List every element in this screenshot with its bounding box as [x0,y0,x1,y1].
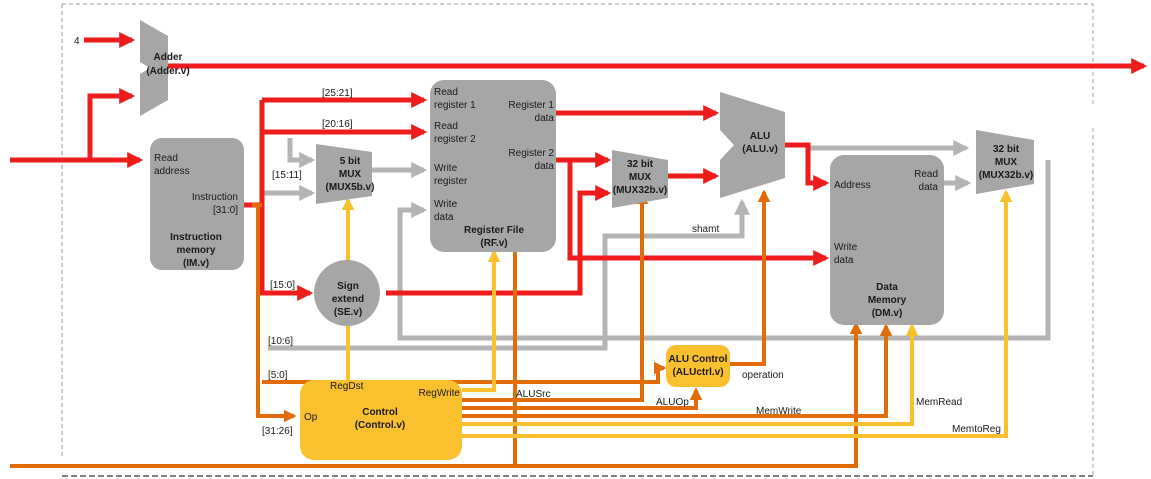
rf-reg2-data-label-2: data [535,161,555,172]
rf-title: Register File [464,225,524,236]
dm-read-data-label: Read [914,169,938,180]
wire-rt-to-mux5 [287,138,316,169]
mux32-alu-file: (MUX32b.v) [613,185,667,196]
wire-imm [259,205,314,302]
wire-memwrite [462,323,893,418]
alu-file: (ALU.v) [742,144,778,155]
wire-se-out [386,184,612,296]
bits-rd-label: [15:11] [272,170,302,181]
im-read-address-label: Read [154,153,178,164]
dm-file: (DM.v) [872,308,903,319]
rf-file: (RF.v) [480,238,507,249]
im-instruction-bits-label: [31:0] [213,205,238,216]
rf-reg1-data-label-2: data [535,113,555,124]
mux32-wb-title-2: MUX [995,157,1018,168]
rf-write-reg-label: Write [434,163,458,174]
signal-memtoreg-label: MemtoReg [952,424,1001,435]
adder-title: Adder [154,52,183,63]
wire-writeback-to-writedata [397,160,1051,341]
mux32-wb-block [976,130,1034,194]
control-block [300,380,462,460]
alu-control-block [666,345,730,387]
adder-file: (Adder.v) [146,66,189,77]
wire-alu-to-addr [785,142,830,192]
dm-write-data-label: Write [834,242,858,253]
signal-memread-label: MemRead [916,397,962,408]
control-regdst-label: RegDst [330,381,364,392]
alu-title: ALU [750,131,771,142]
dm-address-label: Address [834,180,871,191]
constant-four-label: 4 [74,36,80,47]
bits-shamt-label: [10:6] [268,336,293,347]
mux32-alu-title: 32 bit [627,159,654,170]
im-read-address-label-2: address [154,166,190,177]
mux5-title: 5 bit [340,156,361,167]
im-title-2: memory [177,245,216,256]
rf-write-data-label-2: data [434,212,454,223]
im-instruction-label: Instruction [192,192,238,203]
control-op-label: Op [304,412,318,423]
rf-reg1-data-label: Register 1 [508,100,554,111]
mux32-wb-title: 32 bit [993,144,1020,155]
signal-shamt-label: shamt [692,224,719,235]
im-title: Instruction [170,232,222,243]
register-file-block [430,80,556,252]
signal-alusrc-label: ALUSrc [516,389,550,400]
bits-funct-label: [5:0] [268,370,288,381]
control-file: (Control.v) [355,420,406,431]
wire-aluop [462,387,703,410]
sign-extend-block [314,260,380,326]
im-file: (IM.v) [183,258,209,269]
mux32-alu-title-2: MUX [629,172,652,183]
signal-aluop-label: ALUOp [656,397,689,408]
wire-instr-to-control [252,203,294,416]
adder-block [140,20,168,116]
wire-memtoreg [462,189,1013,438]
bits-rs-label: [25:21] [322,88,353,99]
rf-read-reg2-label: Read [434,121,458,132]
module-boundary [61,3,1094,477]
alu-control-title: ALU Control [669,354,728,365]
control-regwrite-label: RegWrite [419,388,461,399]
wire-operation [730,189,771,366]
alu-block [720,92,785,198]
bits-opcode-label: [31:26] [262,426,293,437]
signal-operation-label: operation [742,370,784,381]
dm-title-2: Memory [868,295,907,306]
wire-regwrite [462,249,501,392]
mux5-block [316,144,372,204]
instruction-memory-block [150,138,244,270]
mux32-wb-file: (MUX32b.v) [979,170,1033,181]
mux5-file: (MUX5b.v) [326,182,375,193]
se-title: Sign [337,281,359,292]
mux32-alu-block [612,150,668,208]
rf-write-data-label: Write [434,199,458,210]
wire-funct [262,361,667,384]
signal-memwrite-label: MemWrite [756,406,802,417]
se-file: (SE.v) [334,307,362,318]
dm-read-data-label-2: data [919,182,939,193]
wire-bottom-loop [10,321,863,468]
bits-imm-label: [15:0] [270,280,295,291]
rf-read-reg1-label: Read [434,87,458,98]
data-memory-block [830,155,944,325]
wire-reg2-to-dm [567,160,830,267]
rf-write-reg-label-2: register [434,176,468,187]
rf-read-reg1-label-2: register 1 [434,100,476,111]
se-title-2: extend [332,294,364,305]
red-wires [10,31,1148,302]
bits-rt-label: [20:16] [322,119,353,130]
wire-pc-to-adder [87,87,136,160]
wire-alusrc [462,191,649,402]
rf-reg2-data-label: Register 2 [508,148,554,159]
wire-memread [462,323,919,426]
rf-read-reg2-label-2: register 2 [434,134,476,145]
alu-control-file: (ALUctrl.v) [672,367,723,378]
dm-write-data-label-2: data [834,255,854,266]
control-title: Control [362,407,398,418]
dm-title: Data [876,282,898,293]
mux5-title-2: MUX [339,169,362,180]
orange-wires [10,189,893,468]
